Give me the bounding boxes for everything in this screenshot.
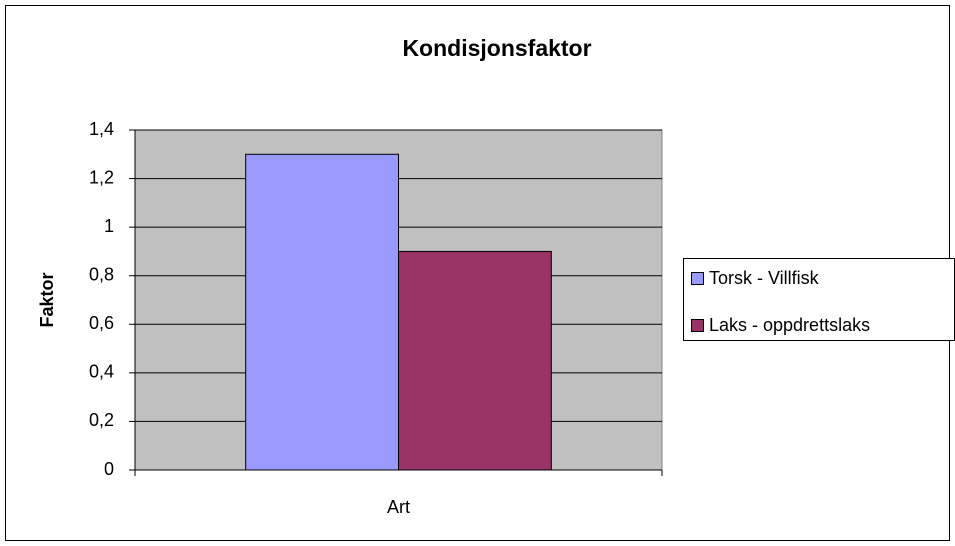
bar <box>245 153 399 471</box>
legend <box>683 258 955 341</box>
y-tick-label: 0,6 <box>89 313 114 333</box>
y-tick-label: 0,8 <box>89 264 114 284</box>
y-tick-label: 0,2 <box>89 410 114 430</box>
y-tick-label: 1,2 <box>89 167 114 187</box>
y-axis-label: Faktor <box>37 272 57 327</box>
legend-swatch <box>691 319 704 332</box>
chart-title: Kondisjonsfaktor <box>402 35 591 61</box>
bar <box>398 250 552 471</box>
x-tick-label: Art <box>387 497 410 517</box>
legend-label: Laks - oppdrettslaks <box>709 315 870 335</box>
legend-swatch <box>691 272 704 285</box>
y-tick-label: 1 <box>104 216 114 236</box>
y-tick-label: 0 <box>104 459 114 479</box>
legend-label: Torsk - Villfisk <box>709 268 820 288</box>
y-tick-label: 0,4 <box>89 362 114 382</box>
y-tick-label: 1,4 <box>89 119 114 139</box>
